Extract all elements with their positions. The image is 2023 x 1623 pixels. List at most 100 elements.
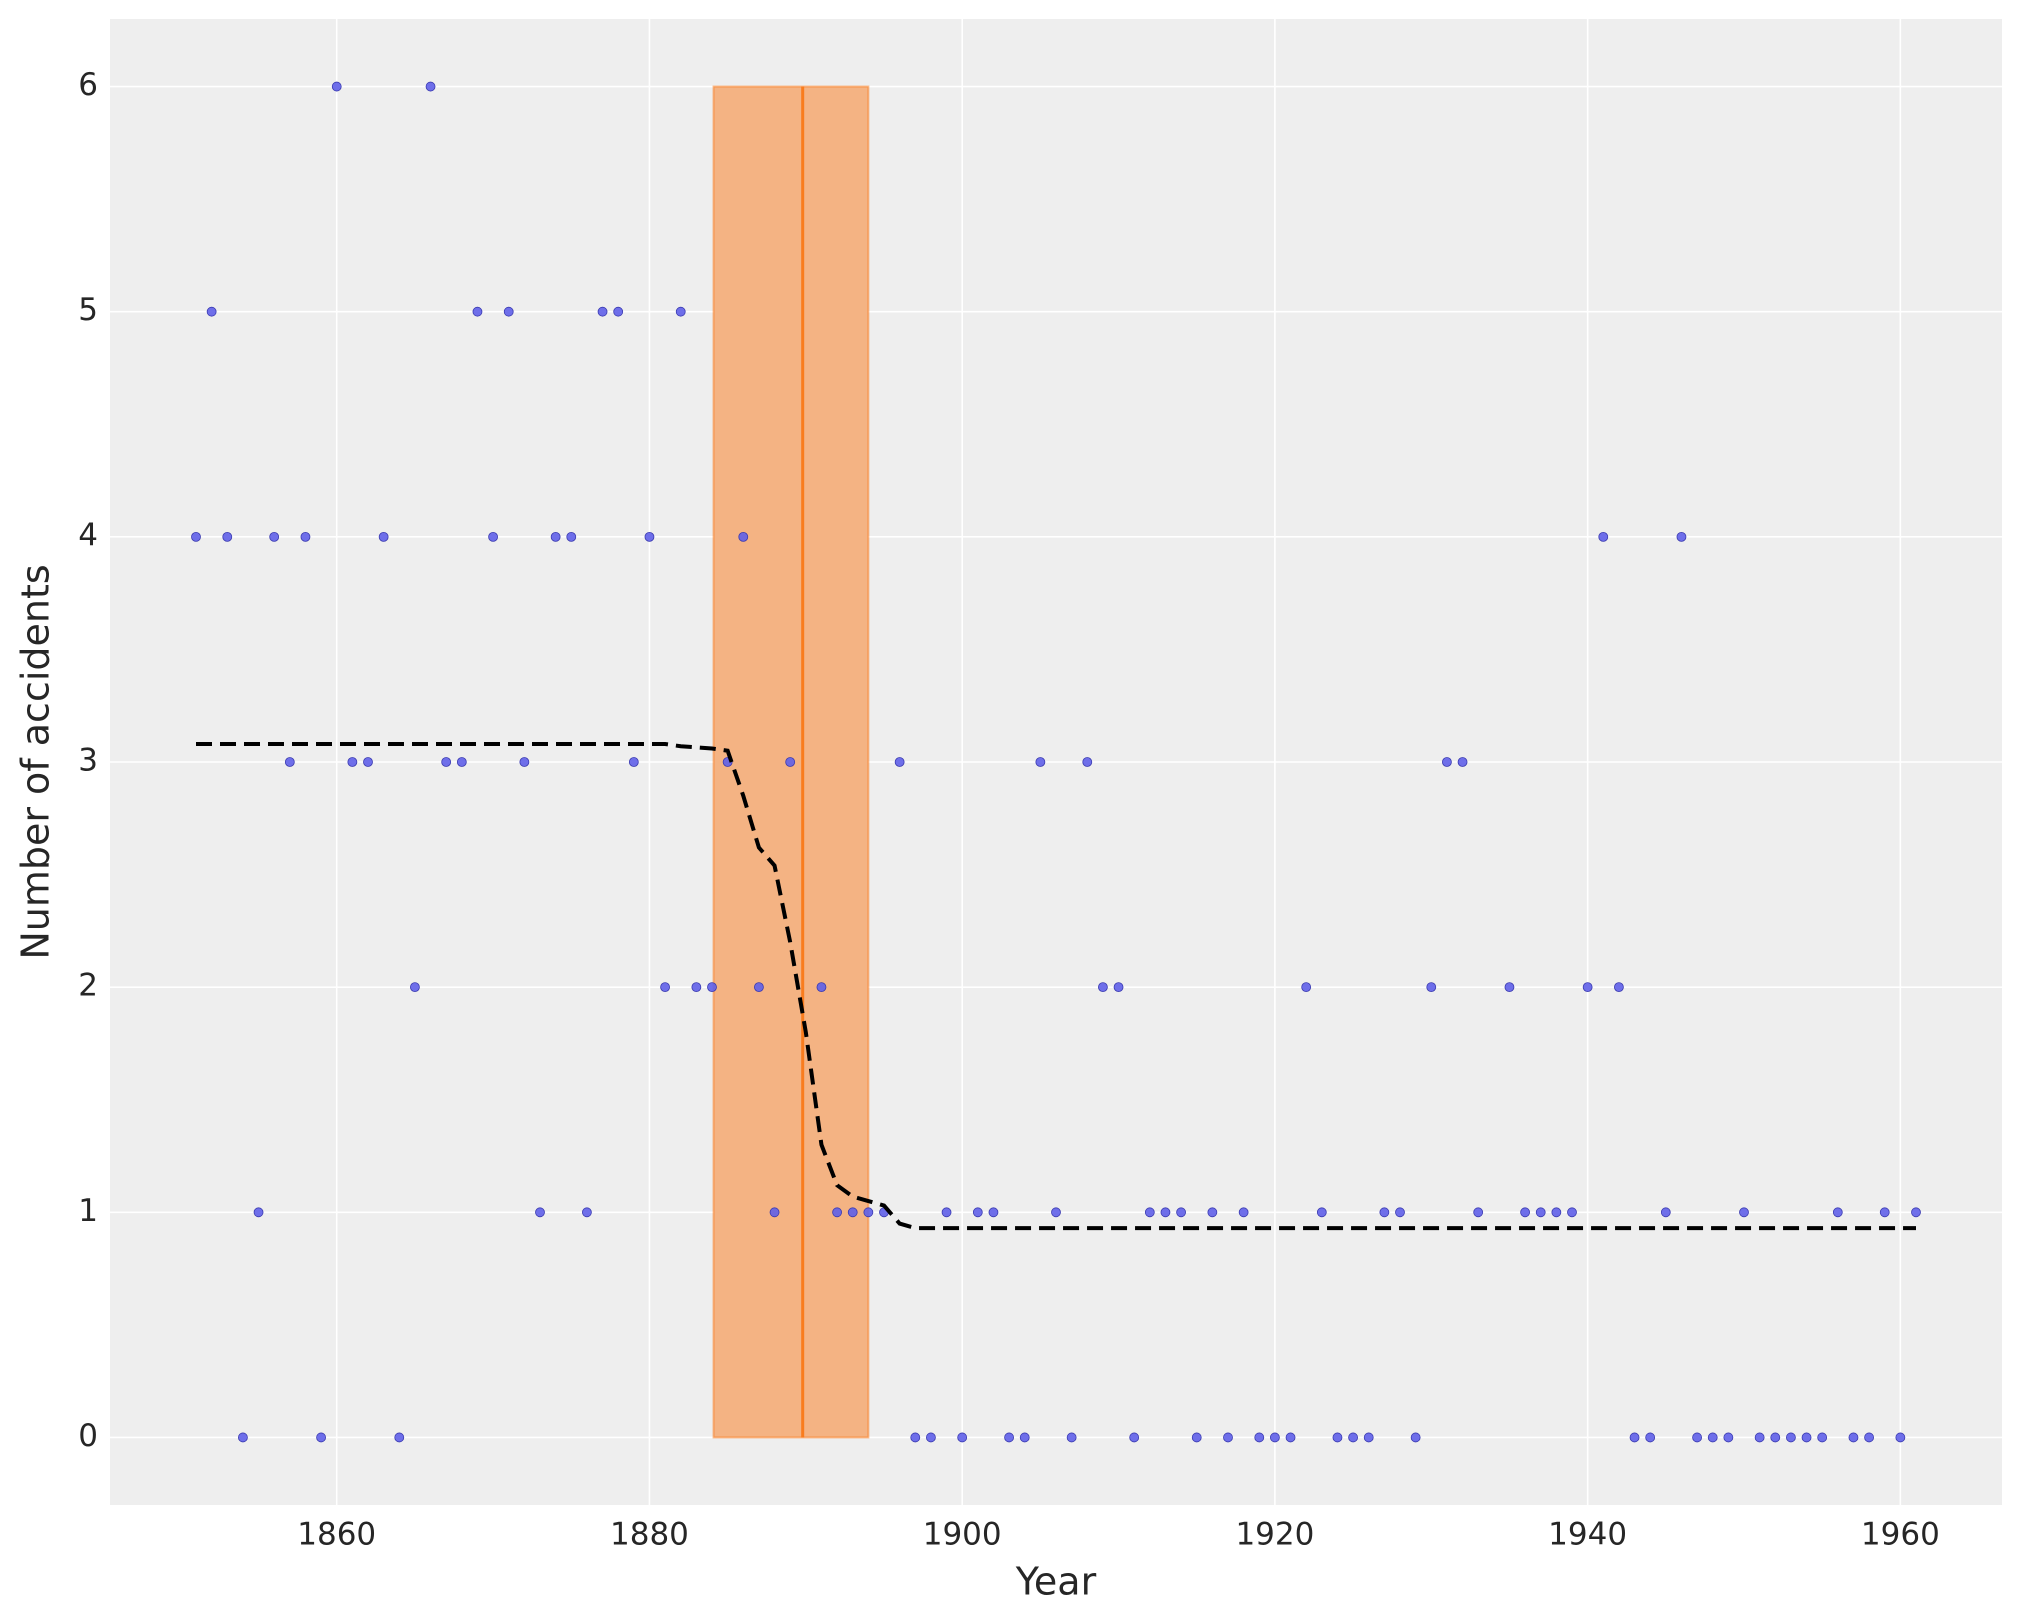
data-point bbox=[472, 306, 483, 317]
data-point bbox=[441, 757, 452, 767]
data-point bbox=[926, 1432, 936, 1443]
data-point bbox=[707, 982, 717, 993]
data-point bbox=[863, 1207, 874, 1218]
data-point bbox=[1676, 531, 1687, 542]
data-point bbox=[425, 81, 436, 92]
data-point bbox=[1895, 1432, 1906, 1443]
data-point bbox=[1551, 1207, 1562, 1218]
data-point bbox=[691, 982, 702, 993]
x-tick-label: 1860 bbox=[297, 1517, 376, 1553]
data-point bbox=[1176, 1207, 1186, 1218]
y-tick-label: 5 bbox=[78, 292, 98, 328]
data-point bbox=[894, 757, 905, 767]
data-point bbox=[816, 982, 827, 993]
data-point bbox=[1582, 982, 1593, 993]
data-point bbox=[1301, 982, 1312, 993]
data-point bbox=[331, 81, 342, 92]
data-point bbox=[597, 306, 608, 317]
data-point bbox=[1035, 757, 1046, 767]
x-tick-label: 1960 bbox=[1861, 1517, 1940, 1553]
data-point bbox=[1614, 982, 1624, 993]
data-point bbox=[253, 1207, 264, 1218]
data-point bbox=[1004, 1432, 1014, 1443]
data-point bbox=[1660, 1207, 1671, 1218]
data-point bbox=[410, 982, 420, 993]
data-point bbox=[222, 531, 233, 542]
data-point bbox=[1082, 757, 1093, 767]
data-point bbox=[1238, 1207, 1249, 1218]
data-point bbox=[660, 982, 670, 993]
data-point bbox=[910, 1432, 921, 1443]
data-point bbox=[1723, 1432, 1734, 1443]
y-tick-label: 6 bbox=[78, 67, 98, 103]
data-point bbox=[1191, 1432, 1202, 1443]
data-point bbox=[785, 757, 796, 767]
data-point bbox=[519, 757, 530, 767]
data-point bbox=[191, 531, 201, 542]
data-point bbox=[1410, 1432, 1421, 1443]
data-point bbox=[363, 757, 373, 767]
data-point bbox=[628, 757, 639, 767]
y-tick-label: 1 bbox=[78, 1193, 98, 1229]
y-axis-label: Number of accidents bbox=[14, 564, 58, 959]
data-point bbox=[1473, 1207, 1484, 1218]
data-point bbox=[456, 757, 467, 767]
data-point bbox=[1332, 1432, 1343, 1443]
data-point bbox=[1426, 982, 1437, 993]
data-point bbox=[769, 1207, 780, 1218]
data-point bbox=[1567, 1207, 1577, 1218]
x-tick-label: 1940 bbox=[1548, 1517, 1627, 1553]
data-point bbox=[1363, 1432, 1374, 1443]
data-point bbox=[1911, 1207, 1921, 1218]
data-point bbox=[347, 757, 358, 767]
data-point bbox=[284, 757, 295, 767]
data-point bbox=[1801, 1432, 1812, 1443]
data-point bbox=[1832, 1207, 1843, 1218]
data-point bbox=[675, 306, 686, 317]
data-point bbox=[1817, 1432, 1828, 1443]
data-point bbox=[941, 1207, 952, 1218]
data-point bbox=[394, 1432, 405, 1443]
data-point bbox=[1129, 1432, 1140, 1443]
data-point bbox=[847, 1207, 858, 1218]
data-point bbox=[644, 531, 655, 542]
data-point bbox=[535, 1207, 545, 1218]
data-point bbox=[269, 531, 280, 542]
y-tick-label: 2 bbox=[78, 968, 98, 1004]
data-point bbox=[582, 1207, 592, 1218]
data-point bbox=[972, 1207, 983, 1218]
data-point bbox=[1629, 1432, 1640, 1443]
data-point bbox=[1160, 1207, 1171, 1218]
data-point bbox=[832, 1207, 842, 1218]
y-tick-label: 4 bbox=[78, 517, 98, 553]
data-point bbox=[988, 1207, 999, 1218]
data-point bbox=[613, 306, 624, 317]
data-point bbox=[1379, 1207, 1390, 1218]
data-point bbox=[1848, 1432, 1859, 1443]
data-point bbox=[754, 982, 764, 993]
data-point bbox=[1754, 1432, 1765, 1443]
data-point bbox=[316, 1432, 326, 1443]
data-point bbox=[1019, 1432, 1030, 1443]
data-point bbox=[1066, 1432, 1077, 1443]
y-tick-label: 3 bbox=[78, 743, 98, 779]
data-point bbox=[1270, 1432, 1280, 1443]
data-point bbox=[488, 531, 498, 542]
data-point bbox=[1098, 982, 1108, 993]
data-point bbox=[1786, 1432, 1796, 1443]
x-axis-label: Year bbox=[1015, 1560, 1097, 1604]
data-point bbox=[1864, 1432, 1874, 1443]
data-point bbox=[1739, 1207, 1749, 1218]
data-point bbox=[1520, 1207, 1530, 1218]
data-point bbox=[1144, 1207, 1155, 1218]
x-tick-label: 1900 bbox=[923, 1517, 1002, 1553]
grid bbox=[110, 19, 2002, 1505]
data-point bbox=[378, 531, 389, 542]
data-point bbox=[1692, 1432, 1702, 1443]
data-point bbox=[1442, 757, 1452, 767]
data-point bbox=[1707, 1432, 1718, 1443]
data-point bbox=[1207, 1207, 1218, 1218]
x-tick-label: 1880 bbox=[610, 1517, 689, 1553]
